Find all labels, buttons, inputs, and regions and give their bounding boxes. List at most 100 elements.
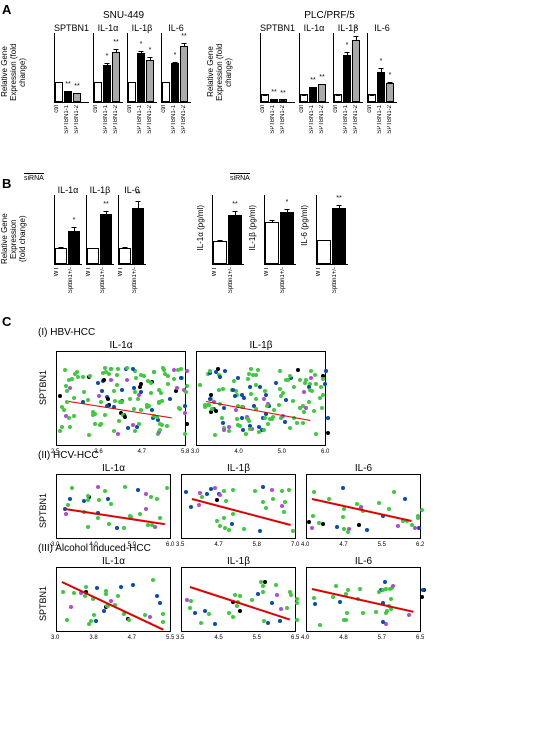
scatter-point — [70, 486, 74, 490]
x-label: WT — [212, 267, 227, 293]
scatter-point — [133, 390, 137, 394]
scatter-point — [86, 498, 90, 502]
ylabel-a-left: Relative Gene Expression (fold change) — [0, 41, 27, 103]
scatter-point — [321, 522, 325, 526]
scatter-point — [82, 499, 86, 503]
scatter-point — [109, 378, 113, 382]
trend-line — [65, 508, 165, 525]
x-label: Sptbn1+/- — [332, 267, 347, 293]
bar: ** — [112, 52, 120, 102]
scatter-point — [231, 488, 235, 492]
scatter-point — [311, 514, 315, 518]
scatter-point — [223, 526, 227, 530]
scatter-point — [84, 585, 88, 589]
scatter-point — [266, 621, 270, 625]
scatter-point — [61, 590, 65, 594]
trend-line — [311, 588, 413, 612]
scatter-point — [248, 385, 252, 389]
scatter-point — [361, 611, 365, 615]
x-label: SPTBN1-2 — [74, 105, 83, 134]
bar — [300, 94, 308, 102]
scatter-point — [227, 528, 231, 532]
scatter-point — [317, 521, 321, 525]
scatter-point — [115, 373, 119, 377]
x-label: Sptbn1+/- — [228, 267, 243, 293]
scatter-point — [214, 409, 218, 413]
trend-line — [192, 498, 291, 525]
scatter-point — [326, 431, 330, 435]
panel-a-right: PLC/PRF/5 Relative Gene Expression (fold… — [232, 10, 397, 134]
scatter-point — [97, 394, 101, 398]
x-label: WT — [54, 267, 67, 293]
scatter-point — [189, 505, 193, 509]
bar: * — [280, 212, 294, 264]
scatter-point — [389, 597, 393, 601]
scatter-point — [86, 398, 90, 402]
bar — [261, 94, 269, 102]
panel-a-left: SNU-449 Relative Gene Expression (fold c… — [26, 10, 191, 134]
scatter-point — [165, 486, 169, 490]
x-label: Sptbn1+/- — [100, 267, 113, 293]
scatter-point — [217, 388, 221, 392]
scatter-point — [253, 489, 257, 493]
scatter-ylabel: SPTBN1 — [38, 370, 48, 405]
panel-b-right: IL-1α (pg/ml)**WTSptbn1+/-IL-1β (pg/ml)*… — [212, 195, 348, 293]
bar: ** — [279, 99, 287, 102]
scatter-point — [214, 370, 218, 374]
scatter-point — [96, 516, 100, 520]
scatter-point — [199, 621, 203, 625]
scatter-point — [68, 386, 72, 390]
scatter-point — [97, 498, 101, 502]
scatter-plot: 3.04.05.06.0 — [56, 474, 171, 539]
scatter-point — [235, 417, 239, 421]
scatter-point — [188, 606, 192, 610]
scatter-point — [281, 391, 285, 395]
scatter-point — [258, 529, 262, 533]
scatter-point — [107, 372, 111, 376]
scatter-point — [403, 497, 407, 501]
scatter-point — [313, 602, 317, 606]
scatter-point — [396, 524, 400, 528]
scatter-point — [233, 394, 237, 398]
bar: * — [377, 72, 385, 102]
scatter-point — [291, 399, 295, 403]
scatter-point — [233, 593, 237, 597]
gene-title: IL-1α — [299, 23, 329, 33]
sirna-label: siRNA — [230, 173, 250, 182]
panel-c: (I) HBV-HCCSPTBN1IL-1α2.53.64.75.8IL-1β3… — [8, 327, 552, 632]
scatter-point — [65, 618, 69, 622]
scatter-point — [183, 432, 187, 436]
scatter-title: IL-6 — [306, 463, 421, 474]
scatter-point — [266, 422, 270, 426]
scatter-point — [185, 384, 189, 388]
scatter-point — [184, 390, 188, 394]
gene-title: SPTBN1 — [54, 23, 89, 33]
scatter-point — [158, 516, 162, 520]
scatter-plot: 4.04.75.56.2 — [306, 474, 421, 539]
x-label: ctrl — [367, 105, 376, 134]
scatter-point — [106, 397, 110, 401]
scatter-point — [104, 589, 108, 593]
scatter-point — [67, 416, 71, 420]
scatter-point — [221, 387, 225, 391]
scatter-point — [270, 601, 274, 605]
scatter-point — [246, 417, 250, 421]
scatter-point — [166, 382, 170, 386]
scatter-point — [358, 587, 362, 591]
scatter-point — [275, 593, 279, 597]
scatter-point — [117, 419, 121, 423]
scatter-point — [139, 382, 143, 386]
bar: * — [103, 65, 111, 102]
scatter-point — [307, 520, 311, 524]
scatter-point — [220, 416, 224, 420]
scatter-plot: 2.53.64.75.8 — [56, 351, 186, 446]
scatter-point — [213, 486, 217, 490]
scatter-point — [323, 382, 327, 386]
scatter-point — [274, 583, 278, 587]
x-label: ctrl — [54, 105, 63, 134]
bar: ** — [73, 93, 81, 102]
ylabel-b-left: Relative Gene Expression (fold change) — [0, 212, 27, 266]
scatter-point — [318, 623, 322, 627]
scatter-point — [69, 605, 73, 609]
x-label: WT — [316, 267, 331, 293]
